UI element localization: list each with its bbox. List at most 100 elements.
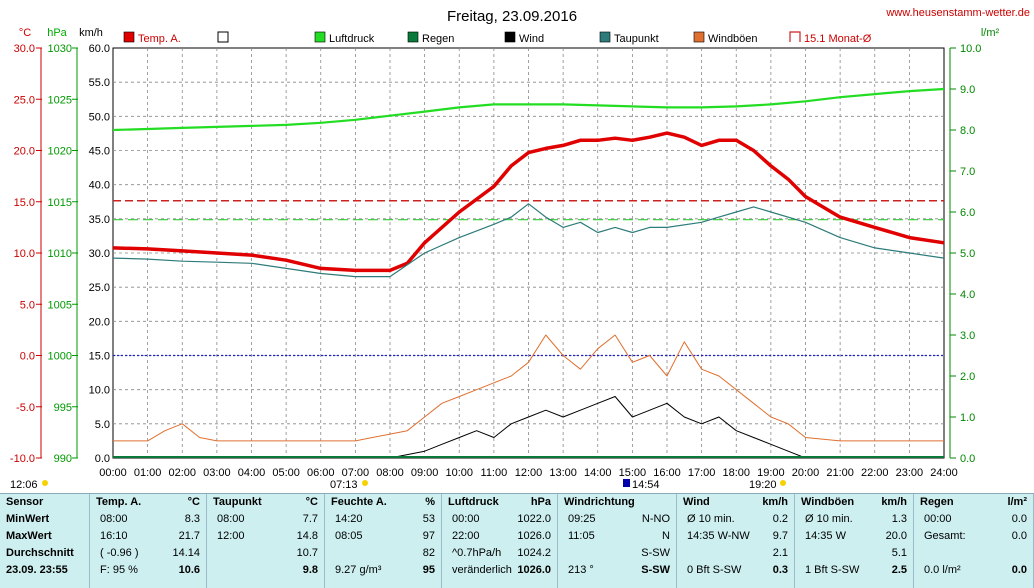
- cell-info: 1 Bft S-SW: [805, 562, 859, 579]
- x-tick-label: 19:00: [757, 467, 785, 479]
- sun-icon: [42, 480, 48, 486]
- row-label-text: Sensor: [6, 494, 43, 511]
- cell-info: 14:20: [335, 511, 363, 528]
- wind-unit-label: km/h: [79, 27, 103, 39]
- legend-label: Temp. A.: [138, 33, 181, 45]
- temp-tick-label: 15.0: [14, 197, 35, 209]
- table-row: ( -0.96 ) 14.14: [90, 545, 206, 562]
- legend-swatch: [218, 32, 228, 42]
- chart-title: Freitag, 23.09.2016: [447, 8, 577, 25]
- website-link[interactable]: www.heusenstamm-wetter.de: [885, 7, 1030, 19]
- cell-value: 0.3: [773, 562, 788, 579]
- rain-tick-label: 5.0: [960, 248, 975, 260]
- row-label: Sensor: [0, 494, 89, 511]
- column-unit: km/h: [762, 494, 788, 511]
- cell-info: 08:00: [217, 511, 245, 528]
- table-row: Ø 10 min. 1.3: [795, 511, 913, 528]
- sun-icon: [362, 480, 368, 486]
- temp-tick-label: 10.0: [14, 248, 35, 260]
- cell-info: 0 Bft S-SW: [687, 562, 741, 579]
- wind-tick-label: 45.0: [89, 146, 110, 158]
- temp-unit-label: °C: [19, 27, 31, 39]
- rain-tick-label: 0.0: [960, 453, 975, 465]
- table-row: 82: [325, 545, 441, 562]
- table-row: 22:00 1026.0: [442, 528, 557, 545]
- column-header: Feuchte A.%: [325, 494, 441, 511]
- weather-chart: Freitag, 23.09.2016 www.heusenstamm-wett…: [0, 0, 1034, 493]
- wind-tick-label: 60.0: [89, 43, 110, 55]
- wind-tick-label: 0.0: [95, 453, 110, 465]
- column-unit: hPa: [531, 494, 551, 511]
- column-unit: %: [425, 494, 435, 511]
- x-tick-label: 18:00: [722, 467, 750, 479]
- x-tick-label: 12:00: [515, 467, 543, 479]
- row-label: Durchschnitt: [0, 545, 89, 562]
- x-tick-label: 02:00: [168, 467, 196, 479]
- cell-value: 0.0: [1012, 528, 1027, 545]
- cell-value: 1026.0: [517, 562, 551, 579]
- cell-value: 1026.0: [517, 528, 551, 545]
- x-tick-label: 21:00: [826, 467, 854, 479]
- legend-swatch: [408, 32, 418, 42]
- column-title: Regen: [920, 494, 954, 511]
- cell-value: 21.7: [179, 528, 200, 545]
- cell-value: 53: [423, 511, 435, 528]
- cell-value: 14.14: [172, 545, 200, 562]
- cell-info: ( -0.96 ): [100, 545, 139, 562]
- column-title: Windrichtung: [564, 494, 635, 511]
- table-row: 10.7: [207, 545, 324, 562]
- x-tick-label: 09:00: [411, 467, 439, 479]
- cell-info: 22:00: [452, 528, 480, 545]
- x-tick-label: 05:00: [272, 467, 300, 479]
- rain-tick-label: 2.0: [960, 371, 975, 383]
- cell-info: 213 °: [568, 562, 594, 579]
- wind-tick-label: 35.0: [89, 214, 110, 226]
- rain-tick-label: 9.0: [960, 84, 975, 96]
- table-row: S-SW: [558, 545, 676, 562]
- x-tick-label: 07:00: [342, 467, 370, 479]
- column-header: Temp. A.°C: [90, 494, 206, 511]
- legend-swatch: [124, 32, 134, 42]
- legend-label: Regen: [422, 33, 454, 45]
- cell-value: N: [662, 528, 670, 545]
- wind-tick-label: 50.0: [89, 111, 110, 123]
- pressure-tick-label: 1000: [48, 351, 72, 363]
- cell-info: Ø 10 min.: [805, 511, 853, 528]
- cell-value: 95: [423, 562, 435, 579]
- table-row: F: 95 %10.6: [90, 562, 206, 579]
- table-row: Gesamt:0.0: [914, 528, 1033, 545]
- rain-tick-label: 4.0: [960, 289, 975, 301]
- row-label-text: 23.09. 23:55: [6, 562, 68, 579]
- temp-tick-label: 30.0: [14, 43, 35, 55]
- pressure-tick-label: 1030: [48, 43, 72, 55]
- cell-value: 1.3: [892, 511, 907, 528]
- table-row: Ø 10 min.0.2: [677, 511, 794, 528]
- legend-swatch: [505, 32, 515, 42]
- legend-label: Taupunkt: [614, 33, 659, 45]
- row-label: MaxWert: [0, 528, 89, 545]
- cell-value: 5.1: [892, 545, 907, 562]
- cell-value: 0.0: [1012, 511, 1027, 528]
- cell-info: 08:00: [100, 511, 128, 528]
- cell-value: 2.1: [773, 545, 788, 562]
- column-unit: °C: [188, 494, 200, 511]
- pressure-tick-label: 990: [54, 453, 72, 465]
- cell-value: S-SW: [641, 562, 670, 579]
- cell-value: 10.6: [179, 562, 200, 579]
- legend-label: Wind: [519, 33, 544, 45]
- sunrise-label: 07:13: [330, 479, 358, 491]
- column-title: Taupunkt: [213, 494, 262, 511]
- cell-value: 9.8: [303, 562, 318, 579]
- legend-swatch: [694, 32, 704, 42]
